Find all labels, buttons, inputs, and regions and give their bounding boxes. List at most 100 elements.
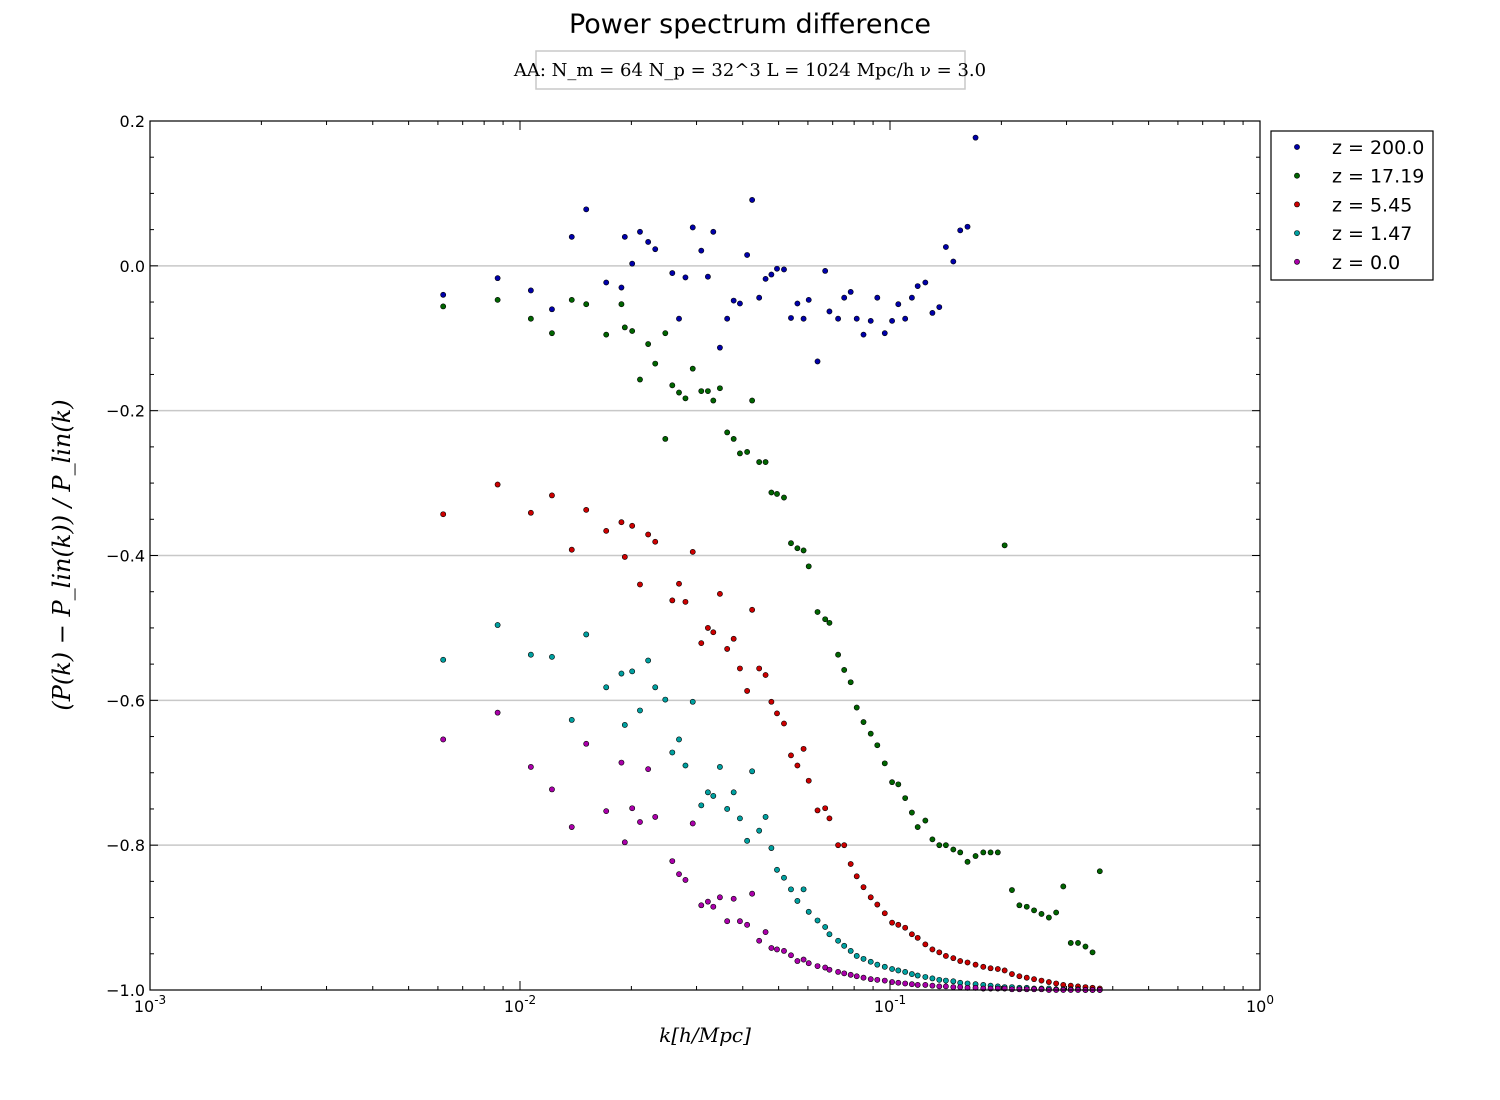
data-point xyxy=(689,365,696,372)
series-2 xyxy=(440,481,1103,992)
series-4 xyxy=(440,709,1103,993)
data-point xyxy=(822,616,829,623)
data-point xyxy=(583,301,590,308)
data-point xyxy=(936,983,943,990)
data-point xyxy=(1016,973,1023,980)
data-point xyxy=(618,301,625,308)
data-point xyxy=(847,288,854,295)
data-point xyxy=(689,224,696,231)
data-point xyxy=(874,961,881,968)
series-0 xyxy=(440,134,979,365)
data-point xyxy=(902,795,909,801)
data-point xyxy=(936,304,943,311)
legend-label: z = 17.19 xyxy=(1332,166,1424,188)
data-point xyxy=(768,271,775,278)
data-point xyxy=(762,275,769,282)
data-point xyxy=(629,328,636,334)
data-point xyxy=(950,258,957,265)
data-point xyxy=(676,389,682,396)
data-point xyxy=(1045,979,1052,985)
data-point xyxy=(730,635,737,642)
data-point xyxy=(1060,883,1067,890)
data-point xyxy=(652,538,659,545)
data-point xyxy=(527,651,534,658)
data-point xyxy=(835,651,841,658)
y-tick-label: −0.2 xyxy=(106,402,145,421)
data-point xyxy=(568,296,575,303)
data-point xyxy=(710,228,717,235)
data-point xyxy=(737,450,743,457)
data-point xyxy=(922,279,929,286)
data-point xyxy=(814,963,821,969)
data-point xyxy=(895,967,902,974)
data-point xyxy=(853,704,860,711)
data-point xyxy=(621,324,628,331)
svg-text:(P(k) − P_lin(k)) / P_lin(k): (P(k) − P_lin(k)) / P_lin(k) xyxy=(48,399,76,710)
y-tick-label: −1.0 xyxy=(106,981,145,1000)
data-point xyxy=(494,622,501,628)
data-point xyxy=(889,979,895,985)
data-point xyxy=(744,449,751,455)
data-point xyxy=(867,976,874,983)
chart-subtitle: AA: N_m = 64 N_p = 32^3 L = 1024 Mpc/h ν… xyxy=(513,60,986,81)
legend-marker xyxy=(1294,258,1300,265)
data-point xyxy=(1009,971,1015,977)
data-point xyxy=(805,563,812,570)
data-point xyxy=(841,667,848,673)
data-point xyxy=(1031,976,1037,983)
data-point xyxy=(1038,986,1045,993)
data-point xyxy=(527,509,534,516)
data-point xyxy=(744,921,751,928)
data-point xyxy=(676,580,682,587)
data-point xyxy=(805,296,812,303)
data-point xyxy=(835,937,841,944)
data-point xyxy=(749,197,756,203)
data-point xyxy=(841,942,848,949)
data-point xyxy=(762,672,769,678)
data-point xyxy=(698,802,705,809)
data-point xyxy=(805,960,812,967)
data-point xyxy=(909,971,915,977)
legend-marker xyxy=(1294,172,1300,179)
data-point xyxy=(603,279,610,286)
subtitle-box: AA: N_m = 64 N_p = 32^3 L = 1024 Mpc/h ν… xyxy=(513,50,986,90)
x-axis-label: k[h/Mpc] xyxy=(659,1023,751,1047)
data-point xyxy=(676,736,682,743)
data-point xyxy=(800,315,807,322)
data-point xyxy=(669,382,676,389)
data-point xyxy=(705,625,711,631)
data-point xyxy=(637,707,643,714)
data-point xyxy=(889,966,895,972)
data-point xyxy=(805,908,812,915)
data-point xyxy=(1096,868,1103,875)
data-point xyxy=(603,808,610,815)
data-point xyxy=(874,976,881,983)
data-point xyxy=(1016,986,1023,993)
data-point xyxy=(860,884,867,891)
data-point xyxy=(645,766,652,773)
data-point xyxy=(922,982,929,988)
data-point xyxy=(902,980,909,987)
data-point xyxy=(902,315,909,322)
ticks-layer: 0.2 0.0 −0.2 −0.4 −0.6 −0.8 −1.010-3 10-2 10-1 10… xyxy=(106,112,1274,1016)
data-point xyxy=(929,982,936,989)
data-point xyxy=(768,489,775,496)
data-point xyxy=(629,668,636,675)
data-point xyxy=(889,779,895,786)
data-point xyxy=(794,958,801,964)
data-point xyxy=(826,619,833,626)
data-point xyxy=(914,934,921,941)
data-point xyxy=(841,842,848,849)
data-point xyxy=(669,270,676,276)
data-point xyxy=(853,315,860,322)
data-point xyxy=(662,330,669,337)
data-point xyxy=(914,982,921,988)
y-tick-label: 0.0 xyxy=(120,257,145,276)
data-point xyxy=(494,709,501,716)
series-3 xyxy=(440,622,1103,993)
data-point xyxy=(676,315,682,322)
data-point xyxy=(689,698,696,705)
data-point xyxy=(440,736,447,743)
data-point xyxy=(964,858,971,865)
data-point xyxy=(929,309,936,316)
